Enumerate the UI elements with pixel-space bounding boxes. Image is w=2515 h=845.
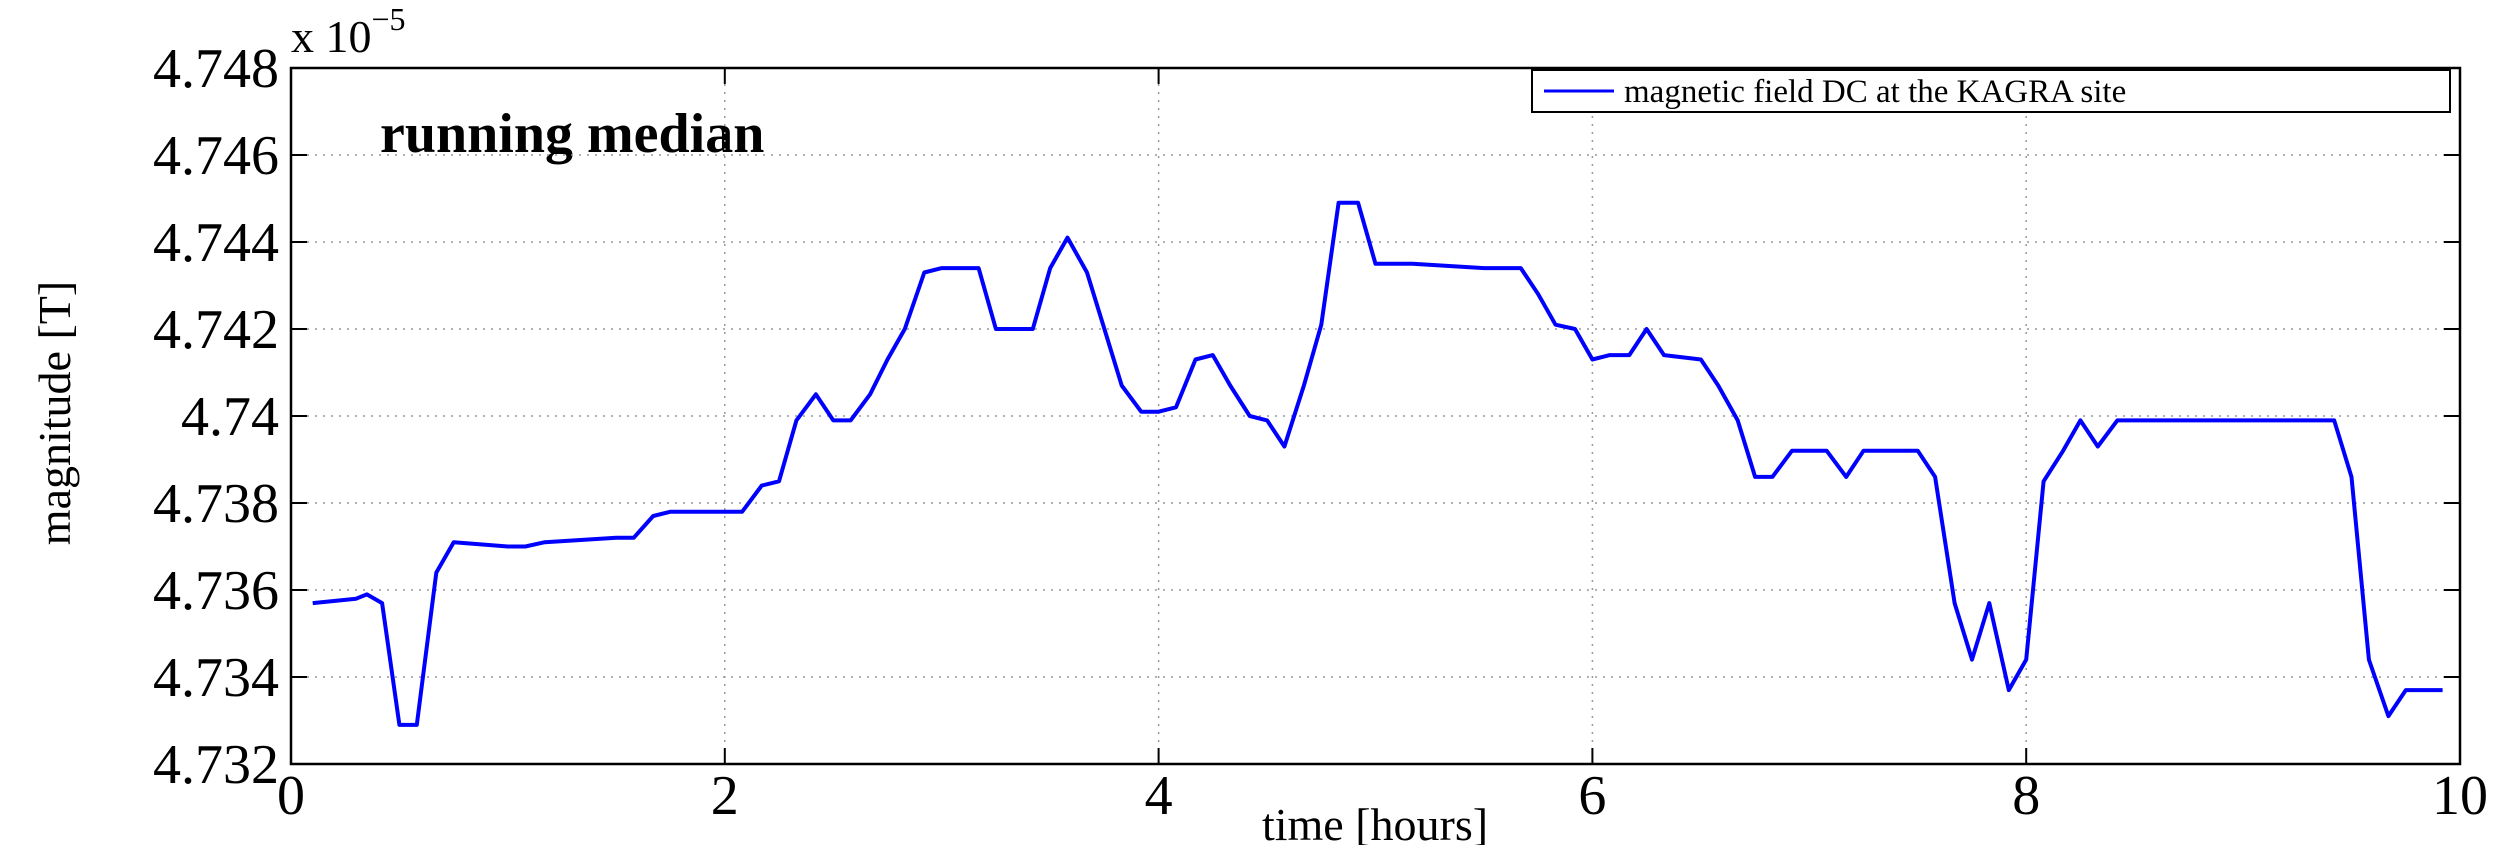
y-tick-label: 4.738 — [153, 473, 279, 535]
plot-frame — [289, 66, 2462, 766]
x-tick-label: 2 — [711, 765, 739, 827]
data-line — [312, 200, 2443, 727]
legend-label: magnetic field DC at the KAGRA site — [1624, 74, 2126, 110]
y-tick-label: 4.734 — [153, 647, 279, 709]
x-tick-label: 10 — [2432, 765, 2488, 827]
x-tick-label: 0 — [277, 765, 305, 827]
y-tick-label: 4.742 — [153, 299, 279, 361]
y-tick-label: 4.736 — [153, 560, 279, 622]
multiplier-base: x 10 — [291, 11, 372, 62]
y-tick-label: 4.746 — [153, 125, 279, 187]
x-axis-label: time [hours] — [1262, 799, 1488, 845]
x-tick-label: 8 — [2012, 765, 2040, 827]
y-tick-label: 4.74 — [181, 386, 279, 448]
y-tick-label: 4.744 — [153, 212, 279, 274]
legend-box — [1531, 69, 2451, 113]
multiplier-exponent: −5 — [372, 1, 406, 37]
x-tick-label: 6 — [1578, 765, 1606, 827]
y-tick-label: 4.732 — [153, 734, 279, 796]
y-axis-label: magnitude [T] — [29, 281, 80, 545]
y-tick-label: 4.748 — [153, 38, 279, 100]
y-multiplier: x 10−5 — [291, 1, 406, 62]
x-tick-label: 4 — [1145, 765, 1173, 827]
